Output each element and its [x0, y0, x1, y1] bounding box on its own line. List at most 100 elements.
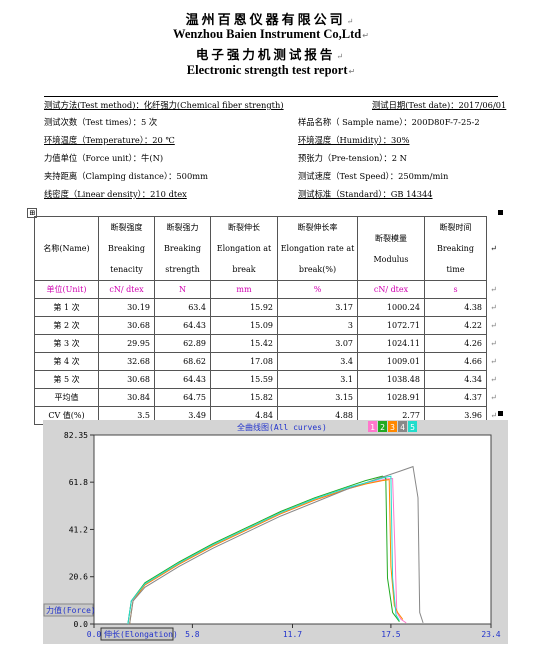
plot-area [93, 434, 492, 625]
table-anchor-icon[interactable]: ⊞ [27, 208, 37, 218]
value-cell: 1000.24 [357, 298, 425, 317]
xlabel: 伸长(Elongation) [104, 629, 178, 639]
value-cell: 64.75 [154, 388, 211, 407]
unit-cell: mm [210, 280, 278, 299]
series-line-4 [129, 465, 424, 625]
table-row: 第 3 次 29.95 62.89 15.42 3.07 1024.11 4.26 ↵ [34, 334, 501, 353]
header-cell: 断裂伸长率 Elongation rate at break(%) [277, 216, 358, 281]
x-tick-label: 5.8 [185, 630, 200, 639]
value-cell: 3.07 [277, 334, 358, 353]
unit-cell: N [154, 280, 211, 299]
table-row: 第 4 次 32.68 68.62 17.08 3.4 1009.01 4.66 ↵ [34, 352, 501, 371]
header-text-part: 断裂伸长 [228, 223, 260, 232]
value-cell: 1038.48 [357, 370, 425, 389]
header-text-part: 断裂时间 [439, 223, 472, 232]
table-row: 第 2 次 30.68 64.43 15.09 3 1072.71 4.22 ↵ [34, 316, 501, 335]
y-tick-label: 41.2 [69, 525, 88, 534]
xlabel-box [100, 627, 174, 641]
value-cell: 30.68 [98, 316, 155, 335]
value-cell: 30.19 [98, 298, 155, 317]
table-resize-handle[interactable] [498, 210, 503, 215]
row-label-cell: 第 1 次 [34, 298, 99, 317]
header-cell: 断裂伸长 Elongation at break [210, 216, 278, 281]
info-clamping: 夹持距离（Clamping distance）：500mm [44, 171, 208, 181]
info-temperature: 环境温度（Temperature）：20 ℃ [44, 135, 175, 145]
header-text-part: Elongation rate at break(%) [280, 244, 355, 274]
header-text-part: Breaking tenacity [108, 244, 145, 274]
value-cell: 4.37 [424, 388, 487, 407]
value-cell: 30.68 [98, 370, 155, 389]
legend-swatch-3 [388, 421, 397, 432]
legend-swatch-1 [368, 421, 377, 432]
value-cell: 68.62 [154, 352, 211, 371]
force-elongation-chart: 82.35 61.8 41.2 20.6 0.0 0.0 5.8 11.7 17.5 23.4 全曲… [43, 420, 508, 644]
value-cell: 29.95 [98, 334, 155, 353]
y-tick-label: 82.35 [64, 431, 88, 440]
company-name-cn: 温州百恩仪器有限公司↵ [185, 13, 357, 28]
unit-cell: s [424, 280, 487, 299]
row-end-mark: ↵ [490, 320, 497, 330]
header-text-part: 断裂伸长率 [297, 223, 338, 232]
unit-cell: 单位(Unit) [34, 280, 99, 299]
value-cell: 30.84 [98, 388, 155, 407]
series-line-3 [129, 479, 404, 625]
y-tick-label: 20.6 [69, 573, 88, 582]
value-cell: 4.26 [424, 334, 487, 353]
value-cell: 3 [277, 316, 358, 335]
info-test-speed: 测试速度（Test Speed）：250mm/min [298, 171, 449, 181]
header-text-part: 断裂强度 [110, 223, 143, 232]
value-cell: 62.89 [154, 334, 211, 353]
table-row: 第 5 次 30.68 64.43 15.59 3.1 1038.48 4.34 ↵ [34, 370, 501, 389]
header-cell: 名称(Name) [34, 216, 99, 281]
header-text-part: 断裂强力 [166, 223, 199, 232]
y-tick-label: 61.8 [69, 478, 88, 487]
info-standard: 测试标准（Standard）：GB 14344 [298, 189, 433, 199]
row-label-cell: 平均值 [34, 388, 99, 407]
info-test-times: 测试次数（Test times）：5 次 [44, 117, 158, 127]
value-cell: 3.1 [277, 370, 358, 389]
value-cell: 32.68 [98, 352, 155, 371]
table-row: 平均值 30.84 64.75 15.82 3.15 1028.91 4.37 ↵ [34, 388, 501, 407]
info-humidity: 环境湿度（Humidity）：30% [298, 135, 410, 145]
legend-swatch-4 [398, 421, 407, 432]
value-cell: 15.92 [210, 298, 278, 317]
row-label-cell: 第 4 次 [34, 352, 99, 371]
info-sample-name: 样品名称（ Sample name）：200D80F-7-25-2 [298, 117, 480, 127]
value-cell: 1072.71 [357, 316, 425, 335]
row-end-mark: ↵ [490, 410, 498, 420]
header-cell: 断裂时间 Breaking time [424, 216, 487, 281]
value-cell: 3.15 [277, 388, 358, 407]
row-end-mark: ↵ [490, 284, 497, 294]
value-cell: 4.22 [424, 316, 487, 335]
value-cell: 1024.11 [357, 334, 425, 353]
value-cell: 15.42 [210, 334, 278, 353]
legend-label: 4 [400, 423, 405, 432]
table-resize-handle[interactable] [498, 411, 503, 416]
legend-swatch-5 [408, 421, 417, 432]
row-end-mark: ↵ [490, 244, 497, 253]
unit-cell: cN/ dtex [98, 280, 155, 299]
header-cell: 断裂强力 Breaking strength [154, 216, 211, 281]
info-force-unit: 力值单位（Force unit）：牛(N) [44, 153, 164, 163]
legend-label: 1 [370, 423, 375, 432]
legend-label: 5 [410, 423, 415, 432]
table-unit-row: 单位(Unit) cN/ dtex N mm % cN/ dtex s ↵ [34, 280, 501, 299]
row-label-cell: 第 2 次 [34, 316, 99, 335]
ylabel: 力值(Force) [46, 605, 96, 615]
divider [44, 96, 498, 97]
header-cell: 断裂模量 Modulus [357, 216, 425, 281]
y-tick-label: 0.0 [74, 620, 89, 629]
table-row: 第 1 次 30.19 63.4 15.92 3.17 1000.24 4.38 ↵ [34, 298, 501, 317]
value-cell: 15.59 [210, 370, 278, 389]
header-text-part: Breaking strength [164, 244, 201, 274]
value-cell: 17.08 [210, 352, 278, 371]
row-end-mark: ↵ [490, 356, 497, 366]
row-label-cell: 第 5 次 [34, 370, 99, 389]
x-tick-label: 0.0 [87, 630, 102, 639]
row-label-cell: 第 3 次 [34, 334, 99, 353]
x-tick-label: 23.4 [481, 630, 500, 639]
value-cell: 15.82 [210, 388, 278, 407]
x-tick-label: 11.7 [283, 630, 302, 639]
value-cell: 3.4 [277, 352, 358, 371]
value-cell: 4.66 [424, 352, 487, 371]
